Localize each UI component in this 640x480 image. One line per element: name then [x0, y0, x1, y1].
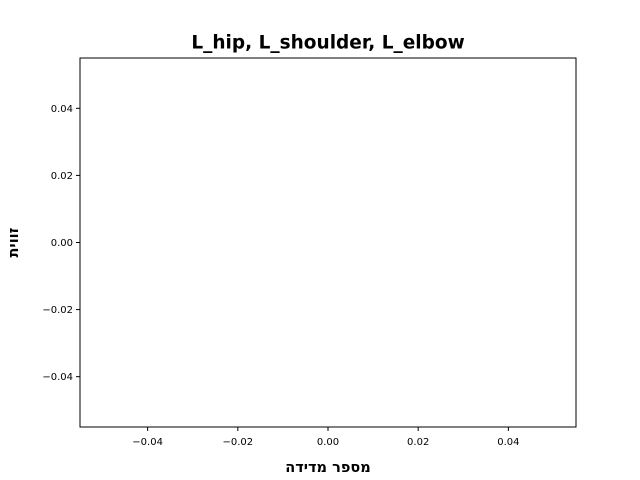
y-tick-label: −0.04 [42, 372, 73, 383]
y-axis-label: זווית [6, 227, 22, 257]
chart-title: L_hip, L_shoulder, L_elbow [191, 33, 464, 54]
y-tick-label: 0.00 [51, 238, 73, 249]
y-tick-label: 0.02 [51, 171, 73, 182]
x-axis-label: מספר מדידה [285, 460, 370, 476]
x-tick-label: 0.02 [407, 437, 429, 448]
x-axis-ticks: −0.04 −0.02 0.00 0.02 0.04 [132, 427, 519, 448]
x-tick-label: −0.04 [132, 437, 163, 448]
y-tick-label: 0.04 [51, 104, 73, 115]
y-axis-ticks: −0.04 −0.02 0.00 0.02 0.04 [42, 104, 80, 383]
x-tick-label: 0.04 [497, 437, 519, 448]
x-tick-label: 0.00 [317, 437, 339, 448]
y-tick-label: −0.02 [42, 305, 73, 316]
x-tick-label: −0.02 [222, 437, 253, 448]
